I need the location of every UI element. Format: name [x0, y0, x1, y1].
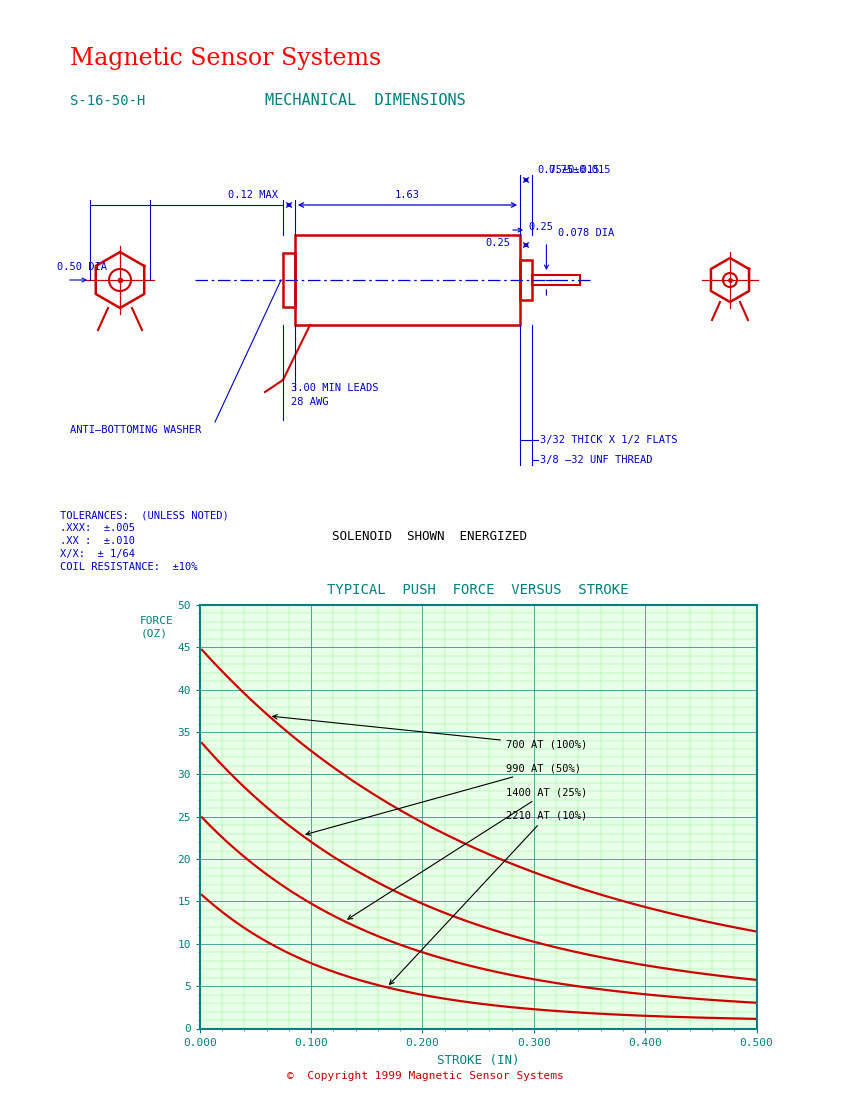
Text: ANTI–BOTTOMING WASHER: ANTI–BOTTOMING WASHER — [70, 425, 201, 435]
Text: SOLENOID  SHOWN  ENERGIZED: SOLENOID SHOWN ENERGIZED — [332, 529, 528, 542]
Text: 990 AT (50%): 990 AT (50%) — [306, 763, 581, 835]
X-axis label: STROKE (IN): STROKE (IN) — [437, 1055, 519, 1067]
Text: COIL RESISTANCE:  ±10%: COIL RESISTANCE: ±10% — [60, 562, 197, 572]
Text: Magnetic Sensor Systems: Magnetic Sensor Systems — [70, 47, 382, 70]
Bar — [532, 275, 580, 285]
Title: TYPICAL  PUSH  FORCE  VERSUS  STROKE: TYPICAL PUSH FORCE VERSUS STROKE — [327, 583, 629, 597]
Text: 3/8 –32 UNF THREAD: 3/8 –32 UNF THREAD — [540, 455, 653, 465]
Text: 3.00 MIN LEADS: 3.00 MIN LEADS — [291, 383, 378, 393]
Text: TOLERANCES:  (UNLESS NOTED): TOLERANCES: (UNLESS NOTED) — [60, 510, 229, 520]
Bar — [520, 260, 532, 300]
Text: 1.63: 1.63 — [395, 190, 420, 200]
Text: S-16-50-H: S-16-50-H — [70, 94, 145, 108]
Text: 0.25: 0.25 — [485, 238, 510, 248]
Text: 0.078 DIA: 0.078 DIA — [558, 228, 615, 238]
Text: 0.75±0.015: 0.75±0.015 — [537, 165, 599, 175]
Text: 700 AT (100%): 700 AT (100%) — [273, 715, 587, 750]
Text: X/X:  ± 1/64: X/X: ± 1/64 — [60, 549, 135, 559]
Text: FORCE
(OZ): FORCE (OZ) — [140, 616, 174, 638]
Text: 0.50 DIA: 0.50 DIA — [57, 262, 107, 272]
Text: ©  Copyright 1999 Magnetic Sensor Systems: © Copyright 1999 Magnetic Sensor Systems — [286, 1070, 564, 1081]
Text: 28 AWG: 28 AWG — [291, 397, 328, 407]
Bar — [295, 235, 520, 324]
Bar — [283, 253, 295, 307]
Text: 1400 AT (25%): 1400 AT (25%) — [348, 788, 587, 920]
Text: 0.25: 0.25 — [528, 222, 553, 232]
Text: .XXX:  ±.005: .XXX: ±.005 — [60, 522, 135, 534]
Text: .XX :  ±.010: .XX : ±.010 — [60, 536, 135, 546]
Text: 0.12 MAX: 0.12 MAX — [228, 190, 278, 200]
Text: MECHANICAL  DIMENSIONS: MECHANICAL DIMENSIONS — [265, 94, 466, 108]
Text: 3/32 THICK X 1/2 FLATS: 3/32 THICK X 1/2 FLATS — [540, 434, 677, 446]
Text: 0.75±0.015: 0.75±0.015 — [549, 165, 611, 175]
Text: 2210 AT (10%): 2210 AT (10%) — [389, 811, 587, 984]
